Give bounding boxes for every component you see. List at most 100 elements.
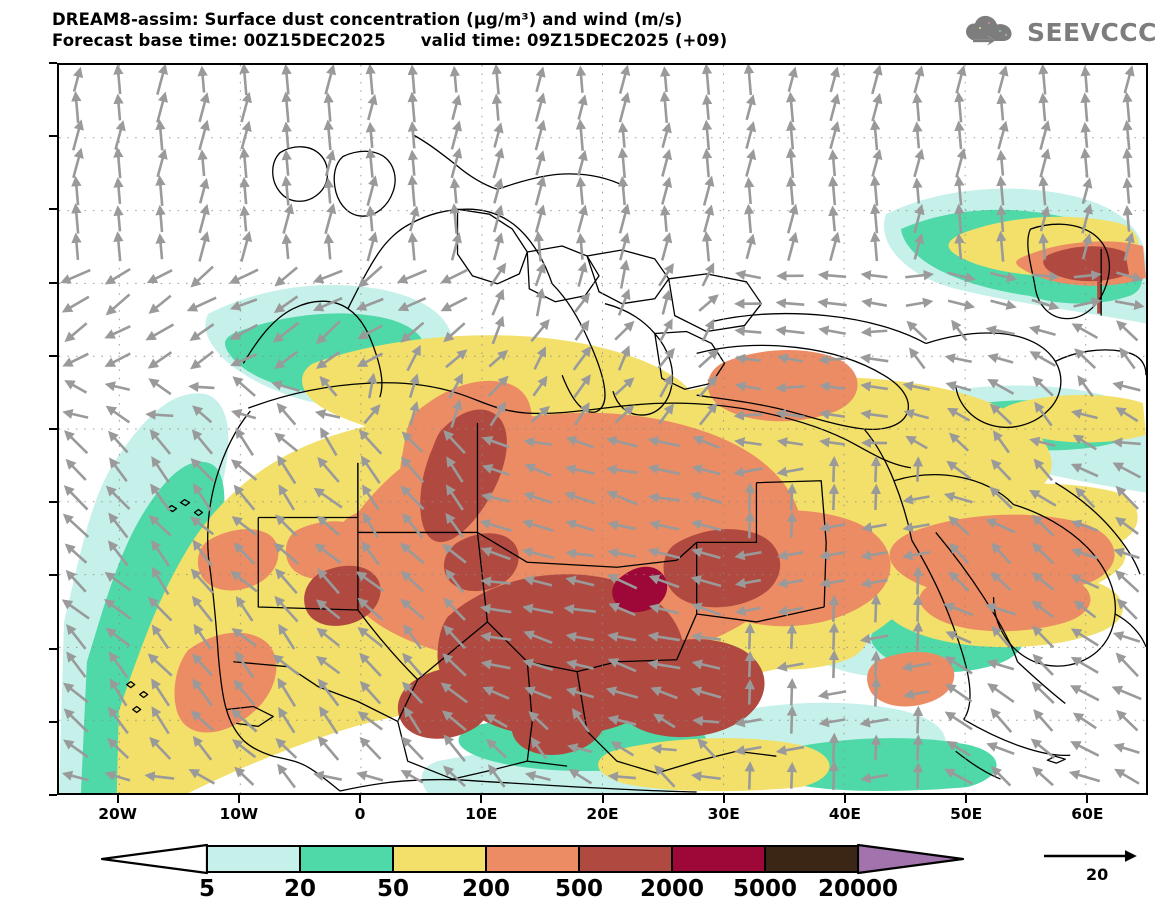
wind-arrow: [523, 491, 553, 504]
wind-arrow: [229, 323, 259, 340]
wind-arrow: [316, 655, 341, 675]
wind-arrow: [565, 631, 594, 642]
wind-arrow: [912, 121, 923, 149]
wind-arrow: [954, 233, 965, 260]
wind-arrow: [650, 743, 677, 755]
wind-arrow: [955, 147, 967, 178]
wind-arrow: [828, 205, 839, 232]
wind-arrow: [607, 548, 637, 559]
wind-arrow: [701, 318, 715, 342]
wind-arrow: [948, 542, 970, 565]
wind-arrow: [523, 575, 553, 587]
wind-arrow: [946, 407, 971, 422]
wind-arrow: [278, 623, 296, 650]
wind-arrow: [107, 430, 129, 454]
wind-arrow: [230, 708, 258, 733]
wind-arrow: [954, 175, 965, 206]
wind-arrow: [743, 203, 755, 234]
wind-arrow: [1115, 485, 1139, 510]
x-axis-label: 20E: [586, 805, 619, 823]
wind-arrow: [400, 570, 425, 593]
wind-arrow: [488, 764, 506, 788]
wind-arrow: [312, 269, 343, 284]
wind-arrow: [240, 230, 253, 262]
wind-arrow: [233, 484, 256, 511]
wind-arrow: [274, 350, 299, 370]
colorbar-tick-label: 20: [283, 876, 317, 902]
wind-arrow: [149, 429, 172, 455]
wind-arrow: [190, 568, 214, 594]
wind-arrow: [575, 118, 587, 151]
wind-arrow: [786, 203, 799, 234]
wind-arrow: [533, 346, 547, 370]
wind-arrow: [1070, 463, 1099, 478]
colorbar[interactable]: 5 20 50 200 500 2000 5000 20000: [0, 838, 1165, 907]
wind-arrow: [607, 631, 637, 642]
wind-arrow: [113, 177, 124, 204]
wind-arrow: [113, 147, 124, 179]
wind-arrow: [572, 346, 592, 371]
wind-arrow: [186, 296, 217, 312]
wind-arrow: [281, 65, 292, 95]
wind-arrow: [574, 292, 591, 313]
wind-arrow: [360, 455, 381, 484]
x-axis-tick: [237, 795, 240, 803]
wind-arrow: [1032, 653, 1054, 676]
wind-arrow: [277, 454, 297, 485]
wind-arrow: [357, 265, 383, 288]
colorbar-segment[interactable]: [393, 845, 486, 873]
wind-arrow: [356, 770, 384, 782]
wind-arrow: [690, 686, 722, 699]
wind-arrow: [617, 288, 631, 316]
wind-arrow: [312, 296, 343, 312]
wind-arrow: [945, 683, 973, 703]
wind-arrow: [1116, 709, 1139, 732]
wind-arrow: [690, 771, 721, 782]
colorbar-segment[interactable]: [579, 845, 672, 873]
wind-arrow: [1068, 769, 1101, 783]
wind-arrow: [324, 149, 336, 177]
wind-arrow: [648, 519, 680, 531]
wind-arrow: [744, 678, 755, 705]
wind-arrow: [1112, 380, 1141, 392]
wind-arrow: [1038, 175, 1049, 206]
wind-arrow: [912, 621, 924, 651]
colorbar-segments[interactable]: [207, 845, 858, 873]
wind-arrow: [734, 717, 762, 728]
wind-arrow: [987, 683, 1015, 703]
y-axis-tick: [49, 574, 57, 577]
colorbar-segment[interactable]: [207, 845, 300, 873]
wind-arrow: [534, 92, 547, 122]
colorbar-segment[interactable]: [765, 845, 858, 873]
wind-arrow: [532, 375, 548, 397]
wind-arrow: [1081, 203, 1093, 234]
wind-arrow: [230, 459, 258, 482]
wind-arrow: [1114, 768, 1140, 785]
colorbar-segment[interactable]: [300, 845, 393, 873]
wind-arrow: [156, 148, 168, 178]
wind-arrow: [149, 736, 172, 760]
wind-arrow: [905, 435, 928, 450]
wind-arrow: [776, 466, 804, 477]
wind-arrow: [62, 513, 90, 538]
wind-arrow: [399, 542, 425, 565]
map-plot-area[interactable]: [57, 63, 1148, 795]
wind-arrow: [281, 121, 292, 149]
wind-arrow: [617, 345, 631, 371]
dust-contour-fills: [59, 188, 1146, 793]
wind-arrow: [985, 518, 1016, 534]
colorbar-segment[interactable]: [486, 845, 579, 873]
wind-arrow: [776, 437, 804, 448]
wind-arrow: [786, 623, 798, 649]
wind-arrow: [734, 353, 761, 365]
wind-arrow: [71, 203, 82, 234]
wind-arrow: [72, 66, 84, 92]
wind-arrow: [1080, 121, 1091, 148]
wind-arrow: [905, 270, 934, 281]
wind-arrow: [400, 456, 425, 484]
colorbar-segment[interactable]: [672, 845, 765, 873]
wind-arrow: [403, 623, 423, 650]
wind-arrow: [787, 66, 798, 92]
colorbar-tick-label: 5: [198, 876, 216, 902]
wind-arrow: [701, 230, 713, 262]
